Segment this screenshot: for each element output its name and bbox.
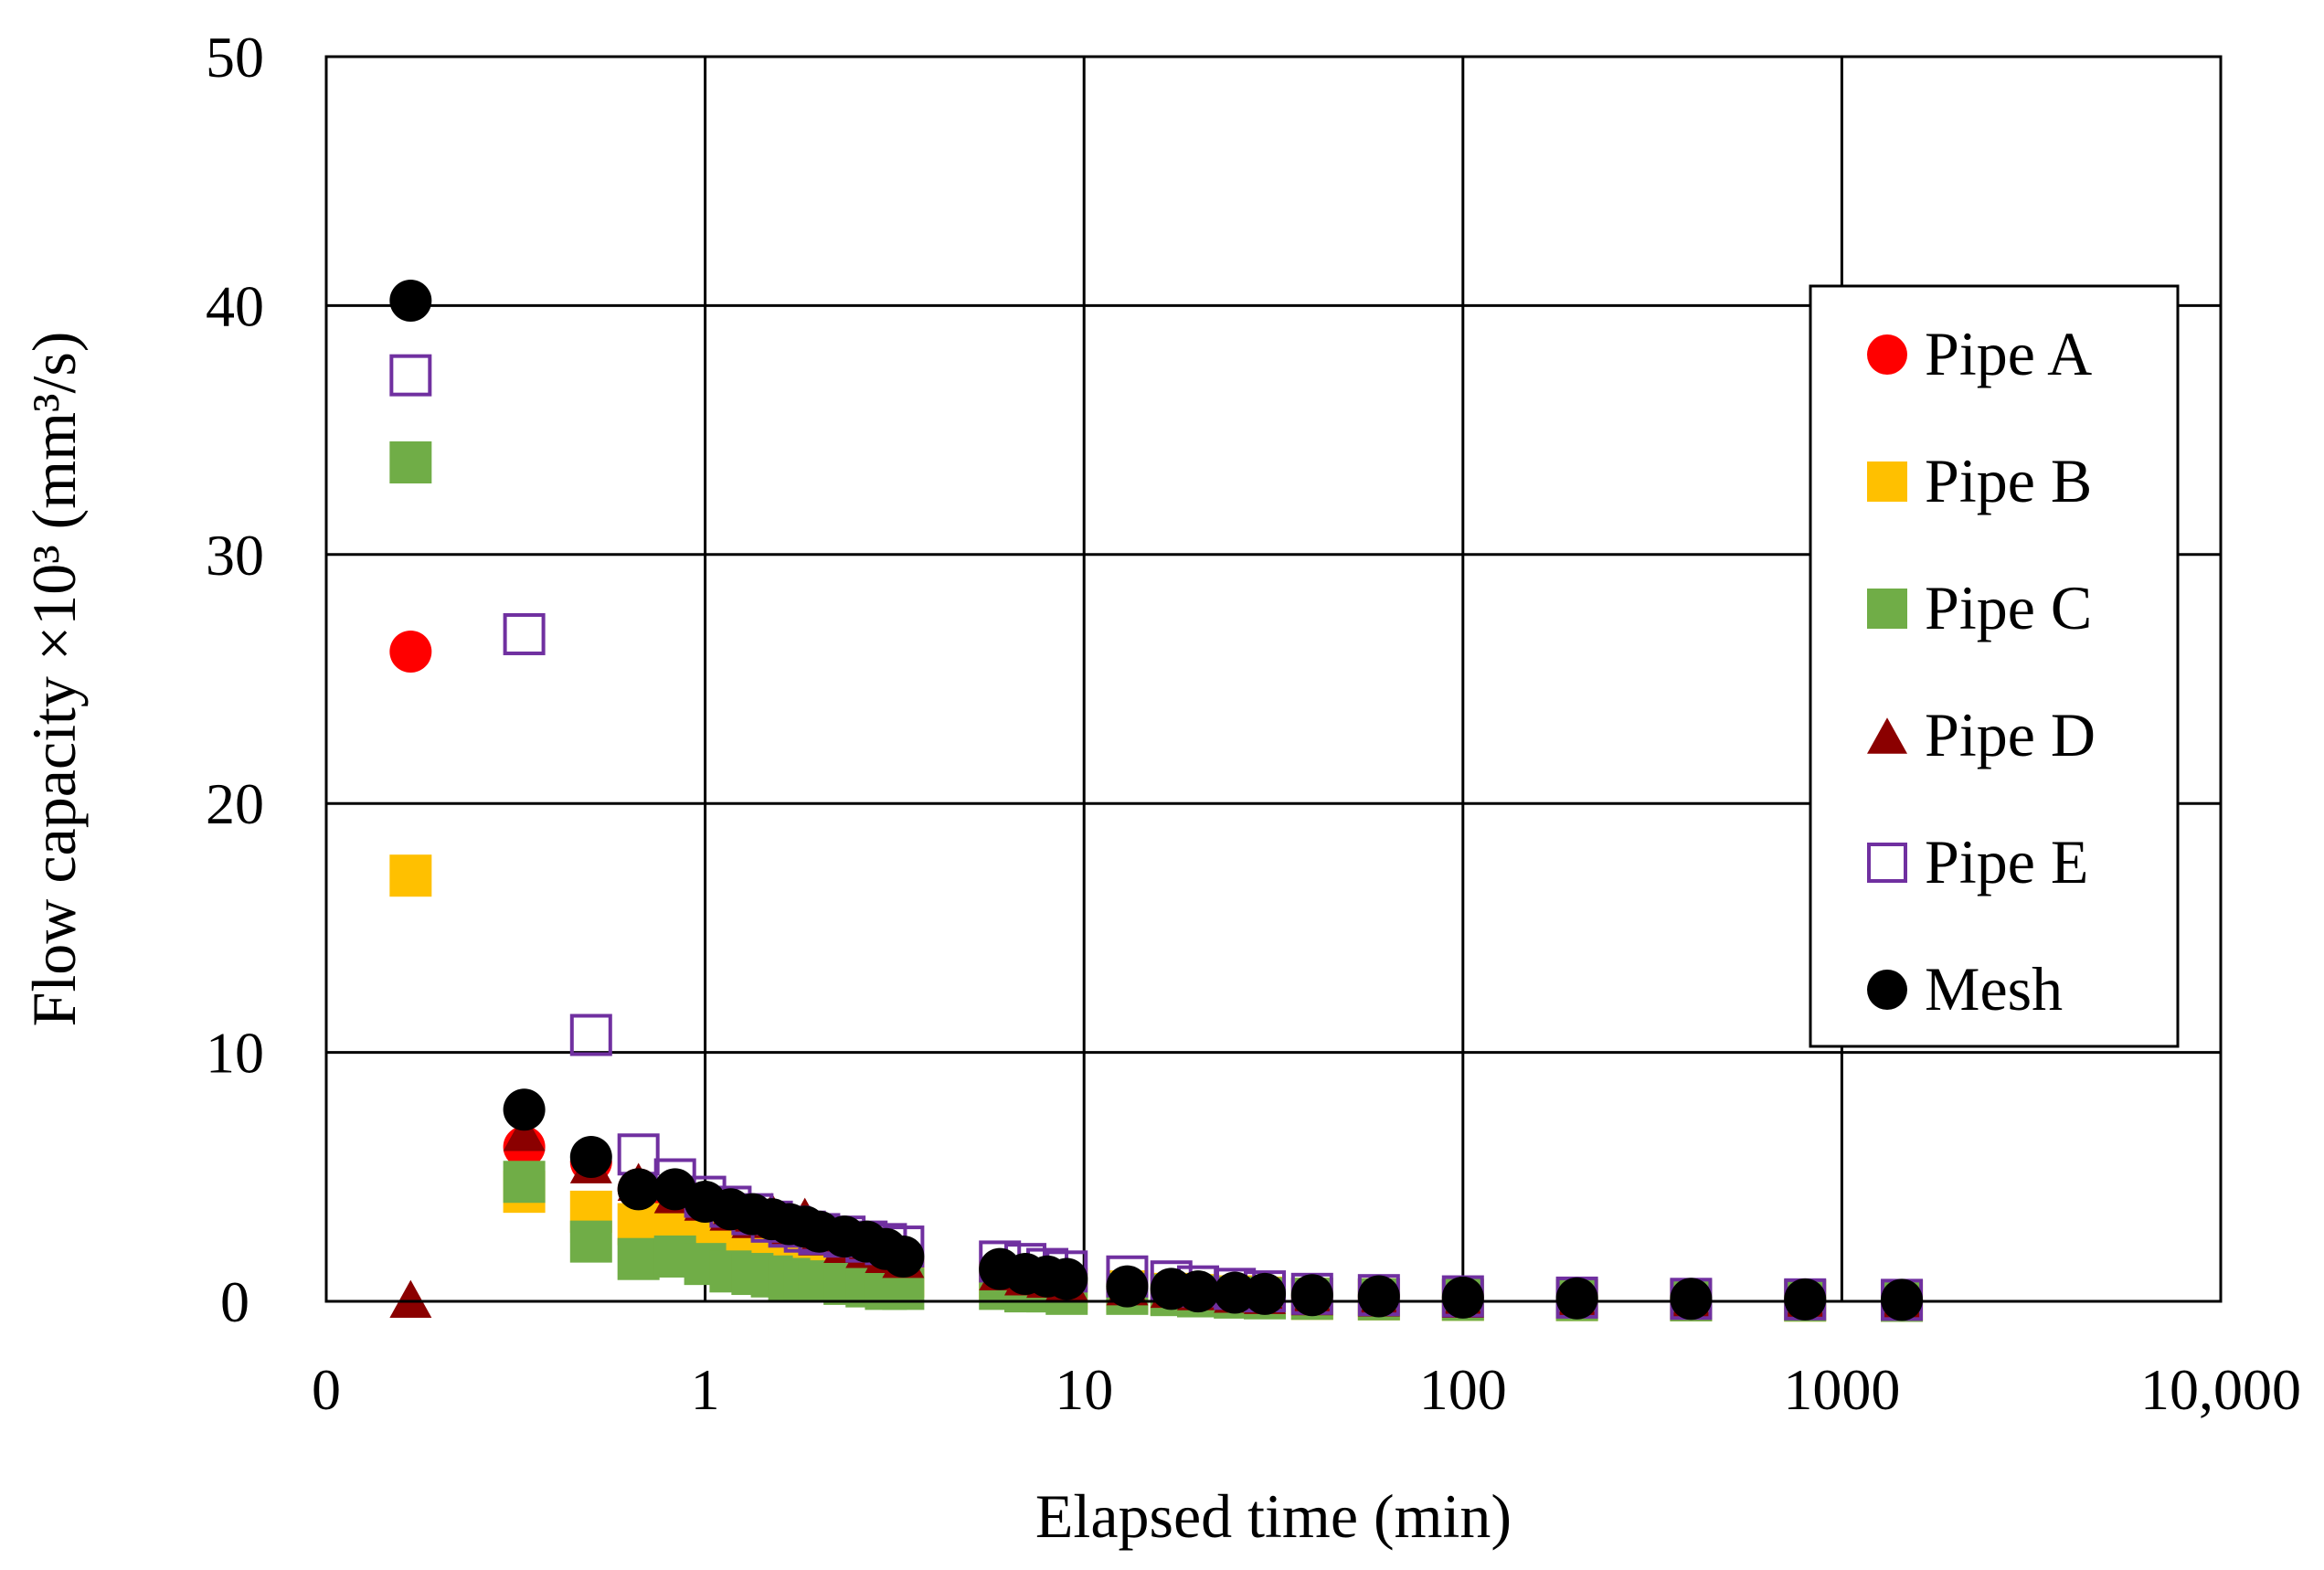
data-point	[882, 1235, 925, 1278]
data-point	[389, 631, 432, 674]
x-axis-title: Elapsed time (min)	[1035, 1481, 1512, 1551]
legend-label: Pipe B	[1925, 446, 2092, 515]
data-point	[503, 1161, 546, 1204]
data-point	[1784, 1278, 1827, 1321]
y-tick-label: 20	[206, 771, 264, 836]
y-tick-label: 40	[206, 273, 264, 338]
data-point	[569, 1013, 612, 1056]
y-tick-label: 50	[206, 25, 264, 90]
legend-marker	[1867, 717, 1907, 754]
legend-label: Pipe A	[1925, 319, 2092, 388]
data-point	[503, 1088, 546, 1131]
y-tick-label: 10	[206, 1021, 264, 1086]
data-point	[389, 1279, 432, 1318]
data-point	[1045, 1257, 1088, 1300]
data-point	[1214, 1271, 1257, 1314]
x-tick-label: 0	[312, 1357, 341, 1422]
data-point	[617, 1168, 660, 1211]
data-point	[1555, 1277, 1598, 1320]
data-point	[569, 1220, 612, 1263]
data-point	[389, 854, 432, 897]
x-tick-label: 1000	[1783, 1357, 1900, 1422]
data-point	[617, 1237, 660, 1280]
data-point	[569, 1136, 612, 1179]
legend-marker	[1867, 970, 1907, 1010]
legend-marker	[1867, 589, 1907, 629]
data-point	[1881, 1278, 1924, 1321]
data-point	[503, 612, 546, 655]
y-tick-label: 30	[206, 523, 264, 588]
x-tick-label: 10	[1055, 1357, 1113, 1422]
legend: Pipe A Pipe B Pipe C Pipe D Pipe E Mesh	[1809, 284, 2180, 1048]
legend-marker	[1867, 334, 1907, 375]
legend-marker	[1867, 843, 1907, 883]
legend-box	[1809, 284, 2180, 1048]
legend-label: Pipe E	[1925, 827, 2088, 896]
x-tick-label: 10,000	[2140, 1357, 2301, 1422]
x-axis-ticks: 0 1 10 100 1000 10,000	[312, 1357, 2301, 1422]
data-point	[1441, 1276, 1484, 1319]
data-point	[1670, 1278, 1713, 1321]
x-tick-label: 1	[691, 1357, 720, 1422]
legend-label: Mesh	[1925, 954, 2063, 1024]
data-point	[1357, 1275, 1400, 1318]
legend-marker	[1867, 461, 1907, 502]
data-point	[1106, 1265, 1149, 1308]
data-point	[503, 1113, 546, 1151]
series-mesh	[389, 279, 1924, 1321]
data-point	[389, 279, 432, 322]
plot-area-frame	[324, 55, 2223, 1303]
x-tick-label: 100	[1419, 1357, 1507, 1422]
legend-label: Pipe D	[1925, 700, 2096, 769]
data-point	[1244, 1272, 1287, 1315]
data-point	[1177, 1270, 1220, 1313]
data-point	[1290, 1274, 1333, 1317]
y-tick-label: 0	[220, 1269, 249, 1334]
y-axis-ticks: 0 10 20 30 40 50	[206, 25, 264, 1334]
data-point	[389, 354, 432, 397]
data-point	[389, 441, 432, 484]
legend-label: Pipe C	[1925, 573, 2092, 642]
y-axis-title: Flow capacity ×10³ (mm³/s)	[19, 332, 89, 1027]
